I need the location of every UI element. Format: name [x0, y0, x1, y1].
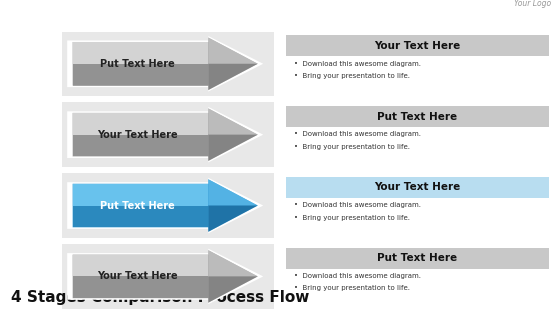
Polygon shape — [73, 42, 208, 64]
Polygon shape — [73, 113, 208, 135]
Text: Your Text Here: Your Text Here — [97, 130, 178, 140]
Polygon shape — [67, 249, 263, 304]
Text: •  Download this awesome diagram.: • Download this awesome diagram. — [294, 273, 421, 279]
Text: •  Download this awesome diagram.: • Download this awesome diagram. — [294, 60, 421, 66]
Text: •  Bring your presentation to life.: • Bring your presentation to life. — [294, 285, 410, 291]
Bar — [286, 106, 549, 127]
Polygon shape — [73, 108, 258, 161]
FancyBboxPatch shape — [62, 32, 274, 96]
Polygon shape — [73, 64, 208, 86]
Text: Put Text Here: Put Text Here — [100, 59, 175, 69]
Polygon shape — [67, 107, 263, 163]
Text: •  Bring your presentation to life.: • Bring your presentation to life. — [294, 144, 410, 150]
Bar — [280, 244, 554, 309]
Text: •  Bring your presentation to life.: • Bring your presentation to life. — [294, 73, 410, 79]
Polygon shape — [67, 36, 263, 92]
Polygon shape — [73, 184, 208, 205]
Text: Put Text Here: Put Text Here — [377, 253, 458, 263]
Polygon shape — [208, 205, 258, 232]
Bar — [280, 32, 554, 96]
Polygon shape — [73, 250, 258, 303]
Polygon shape — [208, 64, 258, 90]
Text: Your Logo: Your Logo — [515, 0, 552, 8]
Bar — [280, 173, 554, 238]
Polygon shape — [73, 255, 208, 277]
Polygon shape — [73, 37, 258, 90]
Text: •  Bring your presentation to life.: • Bring your presentation to life. — [294, 215, 410, 220]
Text: •  Download this awesome diagram.: • Download this awesome diagram. — [294, 202, 421, 208]
FancyBboxPatch shape — [62, 173, 274, 238]
Text: Your Text Here: Your Text Here — [374, 41, 460, 51]
Text: 4 Stages Comparison Process Flow: 4 Stages Comparison Process Flow — [11, 290, 310, 305]
Polygon shape — [73, 277, 208, 298]
Text: Put Text Here: Put Text Here — [377, 112, 458, 122]
Polygon shape — [208, 108, 258, 135]
Bar — [286, 35, 549, 56]
Polygon shape — [208, 277, 258, 303]
Polygon shape — [208, 179, 258, 205]
Text: Your Text Here: Your Text Here — [374, 182, 460, 192]
Bar — [280, 102, 554, 167]
FancyBboxPatch shape — [62, 244, 274, 309]
Bar — [286, 177, 549, 198]
Polygon shape — [208, 37, 258, 64]
Polygon shape — [208, 250, 258, 277]
Polygon shape — [208, 135, 258, 161]
FancyBboxPatch shape — [62, 102, 274, 167]
Text: •  Download this awesome diagram.: • Download this awesome diagram. — [294, 131, 421, 137]
Polygon shape — [73, 135, 208, 157]
Bar — [286, 248, 549, 269]
Text: Your Text Here: Your Text Here — [97, 272, 178, 281]
Polygon shape — [73, 179, 258, 232]
Polygon shape — [73, 205, 208, 227]
Text: Put Text Here: Put Text Here — [100, 201, 175, 210]
Polygon shape — [67, 178, 263, 233]
